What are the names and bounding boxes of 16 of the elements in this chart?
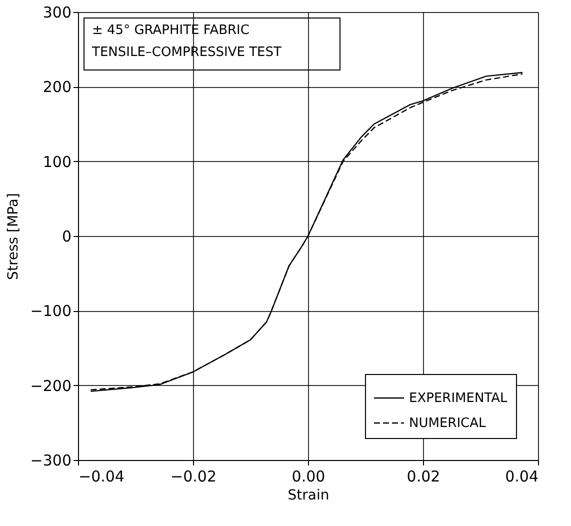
y-tick-label: −300 [30,452,72,470]
x-tick-label: 0.02 [406,468,440,486]
x-axis-title: Strain [288,488,330,504]
legend-label: NUMERICAL [409,416,487,431]
y-tick-label: 200 [42,78,72,96]
y-tick-label: −200 [30,376,72,395]
y-tick-label: −100 [30,302,72,320]
x-tick-label: −0.04 [78,468,124,486]
y-tick-label: 0 [62,228,72,246]
x-tick-label: 0.00 [292,468,326,486]
y-tick-label: 300 [42,4,72,22]
y-axis-title: Stress [MPa] [5,193,22,280]
x-tick-label: 0.04 [505,468,538,486]
x-tick-label: −0.02 [170,468,216,486]
legend-label: EXPERIMENTAL [409,391,508,406]
y-tick-label: 100 [42,152,72,171]
